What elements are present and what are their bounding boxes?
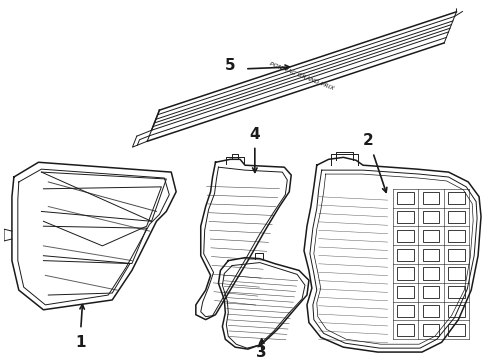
Bar bbox=[397, 211, 414, 223]
Bar bbox=[397, 324, 414, 336]
Bar bbox=[422, 192, 439, 204]
Bar bbox=[448, 324, 465, 336]
Text: 4: 4 bbox=[249, 127, 260, 142]
Bar bbox=[397, 192, 414, 204]
Bar bbox=[448, 230, 465, 242]
Bar bbox=[397, 230, 414, 242]
Text: 5: 5 bbox=[225, 58, 236, 73]
Text: 3: 3 bbox=[256, 345, 267, 360]
Text: 2: 2 bbox=[363, 133, 373, 148]
Bar bbox=[448, 248, 465, 261]
Bar bbox=[448, 211, 465, 223]
Bar bbox=[448, 286, 465, 298]
Text: PONTIAC GRAND PRIX: PONTIAC GRAND PRIX bbox=[269, 62, 335, 91]
Bar bbox=[422, 305, 439, 317]
Bar bbox=[397, 267, 414, 280]
Bar bbox=[422, 230, 439, 242]
Bar bbox=[448, 267, 465, 280]
Bar bbox=[448, 305, 465, 317]
Bar bbox=[397, 286, 414, 298]
Bar bbox=[422, 211, 439, 223]
Bar bbox=[448, 192, 465, 204]
Text: 1: 1 bbox=[75, 335, 86, 350]
Bar bbox=[422, 248, 439, 261]
Bar bbox=[422, 324, 439, 336]
Bar bbox=[422, 286, 439, 298]
Bar bbox=[422, 267, 439, 280]
Bar bbox=[397, 305, 414, 317]
Bar bbox=[397, 248, 414, 261]
